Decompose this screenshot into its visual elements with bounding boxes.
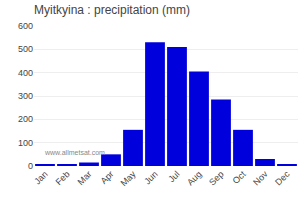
svg-text:100: 100 — [18, 138, 33, 148]
svg-text:Sep: Sep — [207, 169, 225, 187]
svg-text:200: 200 — [18, 114, 33, 124]
svg-text:Mar: Mar — [76, 169, 94, 187]
svg-text:Nov: Nov — [251, 169, 270, 188]
svg-text:600: 600 — [18, 21, 33, 31]
svg-text:500: 500 — [18, 44, 33, 54]
svg-text:Jun: Jun — [142, 169, 159, 186]
svg-text:www.allmetsat.com: www.allmetsat.com — [44, 149, 105, 156]
svg-text:0: 0 — [28, 161, 33, 171]
svg-text:Dec: Dec — [273, 169, 292, 188]
svg-text:Apr: Apr — [99, 169, 116, 186]
svg-text:400: 400 — [18, 68, 33, 78]
svg-text:May: May — [118, 169, 137, 188]
svg-text:300: 300 — [18, 91, 33, 101]
svg-text:Aug: Aug — [185, 169, 203, 187]
svg-text:Oct: Oct — [231, 169, 248, 186]
svg-text:Feb: Feb — [54, 169, 72, 187]
svg-text:Jul: Jul — [166, 169, 181, 184]
svg-text:Myitkyina : precipitation (mm): Myitkyina : precipitation (mm) — [34, 3, 190, 17]
svg-text:Jan: Jan — [32, 169, 49, 186]
